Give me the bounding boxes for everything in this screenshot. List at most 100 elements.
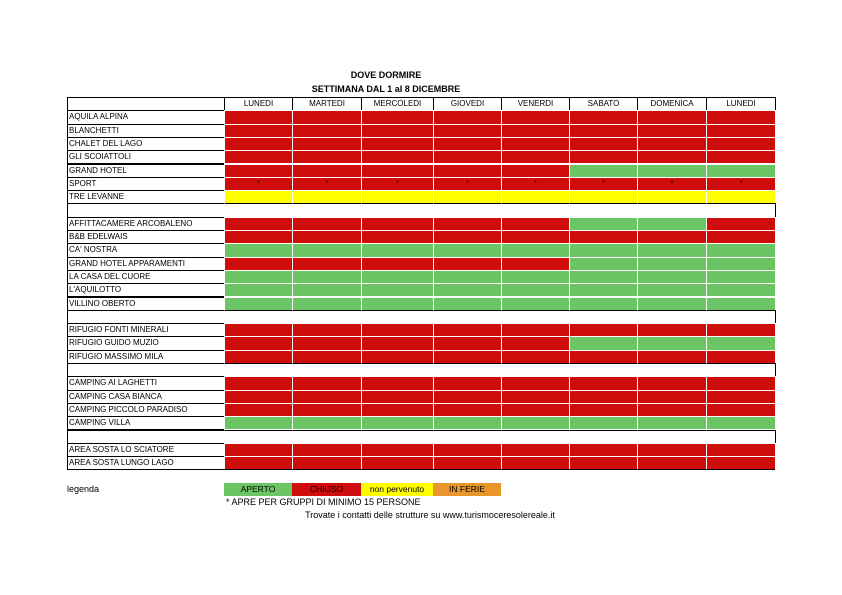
status-cell [224, 256, 293, 271]
status-cell [569, 256, 638, 271]
row-name [67, 429, 225, 444]
status-cell [637, 296, 707, 311]
status-cell [501, 309, 570, 325]
row-name: BLANCHETTI [67, 123, 225, 138]
status-cell [569, 283, 638, 298]
status-cell: * [292, 176, 362, 192]
status-cell [569, 363, 638, 378]
row-name: GRAND HOTEL [67, 163, 225, 178]
status-cell [637, 389, 707, 404]
status-cell [292, 243, 362, 258]
status-cell [292, 376, 362, 391]
status-cell [292, 163, 362, 178]
status-cell [706, 190, 776, 205]
status-cell [706, 123, 776, 138]
status-cell [224, 123, 293, 138]
status-cell [224, 456, 293, 471]
status-cell [569, 376, 638, 391]
status-cell [706, 402, 776, 418]
status-cell [569, 110, 638, 125]
status-cell [433, 150, 502, 165]
status-cell [637, 442, 707, 458]
status-cell: * [706, 176, 776, 192]
status-cell [433, 363, 502, 378]
status-cell [706, 429, 776, 444]
status-cell [706, 136, 776, 152]
row-name: L'AQUILOTTO [67, 283, 225, 298]
status-cell [569, 309, 638, 325]
status-cell [637, 123, 707, 138]
status-cell [569, 136, 638, 152]
status-cell [433, 336, 502, 351]
status-cell [433, 216, 502, 231]
status-cell [637, 190, 707, 205]
status-cell [706, 416, 776, 431]
row-name: CA' NOSTRA [67, 243, 225, 258]
status-cell [501, 110, 570, 125]
status-cell [637, 416, 707, 431]
status-cell [224, 216, 293, 231]
column-header: MARTEDI [292, 97, 362, 112]
status-cell [224, 163, 293, 178]
legend-item: non pervenuto [361, 483, 433, 496]
status-cell [433, 230, 502, 245]
status-cell [433, 110, 502, 125]
status-cell [706, 376, 776, 391]
status-cell [224, 363, 293, 378]
status-cell [637, 323, 707, 338]
status-cell [433, 256, 502, 271]
status-cell [637, 456, 707, 471]
status-cell [361, 123, 434, 138]
status-cell [569, 416, 638, 431]
status-cell [224, 269, 293, 285]
status-cell [706, 256, 776, 271]
row-name: B&B EDELWAIS [67, 230, 225, 245]
status-cell [433, 376, 502, 391]
status-cell [292, 389, 362, 404]
status-cell [361, 349, 434, 364]
status-cell [706, 163, 776, 178]
status-cell [501, 123, 570, 138]
column-header: DOMENICA [637, 97, 707, 112]
legend-title: legenda [67, 484, 100, 494]
status-cell [569, 190, 638, 205]
status-cell [706, 349, 776, 364]
status-cell [361, 336, 434, 351]
status-cell [292, 456, 362, 471]
status-cell [637, 110, 707, 125]
status-cell [224, 442, 293, 458]
status-cell [292, 323, 362, 338]
status-cell [501, 456, 570, 471]
status-cell [292, 110, 362, 125]
status-cell [361, 442, 434, 458]
status-cell [292, 296, 362, 311]
status-cell [501, 296, 570, 311]
status-cell [501, 349, 570, 364]
status-cell [501, 269, 570, 285]
legend-item: APERTO [224, 483, 292, 496]
status-cell [224, 136, 293, 152]
status-cell [292, 230, 362, 245]
column-header: LUNEDI [706, 97, 776, 112]
status-cell [224, 309, 293, 325]
status-cell [637, 429, 707, 444]
status-cell [361, 216, 434, 231]
column-header: LUNEDI [224, 97, 293, 112]
status-cell [292, 363, 362, 378]
status-cell [706, 363, 776, 378]
status-cell [224, 429, 293, 444]
status-cell [361, 309, 434, 325]
status-cell [361, 296, 434, 311]
status-cell [433, 402, 502, 418]
row-name: CAMPING CASA BIANCA [67, 389, 225, 404]
row-name [67, 203, 225, 218]
status-cell [706, 323, 776, 338]
status-cell [706, 269, 776, 285]
status-cell [637, 283, 707, 298]
row-name: CAMPING VILLA [67, 416, 225, 431]
status-cell [501, 216, 570, 231]
status-cell [706, 309, 776, 325]
status-cell [501, 323, 570, 338]
status-cell [224, 336, 293, 351]
status-cell [637, 256, 707, 271]
